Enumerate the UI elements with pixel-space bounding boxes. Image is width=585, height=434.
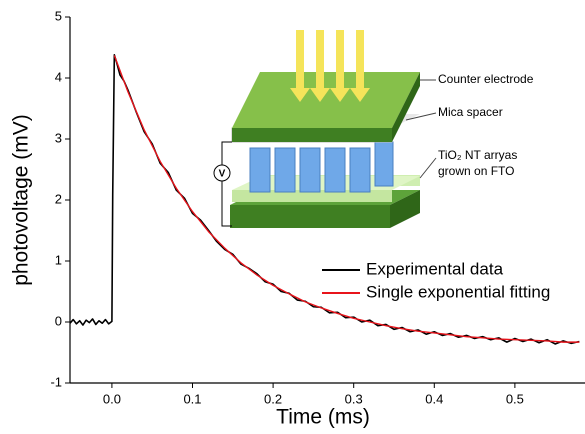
y-axis-label: photovoltage (mV) xyxy=(10,114,33,286)
legend-label: Experimental data xyxy=(366,259,504,278)
annotation: grown on FTO xyxy=(438,164,514,178)
top-plate-front xyxy=(232,128,392,142)
y-tick-label: 5 xyxy=(55,8,62,23)
voltmeter-label: V xyxy=(219,169,226,180)
top-plate-side xyxy=(392,72,420,142)
x-tick-label: 0.3 xyxy=(345,391,363,406)
y-tick-label: 0 xyxy=(55,313,62,328)
y-tick-label: 1 xyxy=(55,252,62,267)
wire xyxy=(221,141,232,227)
x-tick-label: 0.0 xyxy=(103,391,121,406)
y-tick-label: 2 xyxy=(55,191,62,206)
x-tick-label: 0.2 xyxy=(264,391,282,406)
bottom-plate-front xyxy=(230,205,390,228)
y-tick-label: 4 xyxy=(55,69,62,84)
top-plate-top xyxy=(232,72,420,128)
y-tick-label: -1 xyxy=(50,374,62,389)
x-axis-label: Time (ms) xyxy=(276,406,370,429)
annotation: Mica spacer xyxy=(438,105,503,119)
nanotubes xyxy=(249,141,394,193)
annotation: TiO₂ NT arryas xyxy=(438,148,517,162)
light-arrows xyxy=(290,30,370,102)
y-tick-label: 3 xyxy=(55,130,62,145)
bottom-plate-side xyxy=(390,190,420,228)
legend-label: Single exponential fitting xyxy=(366,282,550,301)
x-tick-label: 0.5 xyxy=(506,391,524,406)
fto-front xyxy=(232,190,392,202)
x-tick-label: 0.4 xyxy=(425,391,443,406)
annotation: Counter electrode xyxy=(438,72,534,86)
series-line xyxy=(113,55,580,343)
x-tick-label: 0.1 xyxy=(183,391,201,406)
inset-diagram: V Counter electrode Mica spacer TiO₂ NT … xyxy=(213,30,534,228)
voltmeter xyxy=(213,164,231,182)
leaders xyxy=(405,79,437,179)
